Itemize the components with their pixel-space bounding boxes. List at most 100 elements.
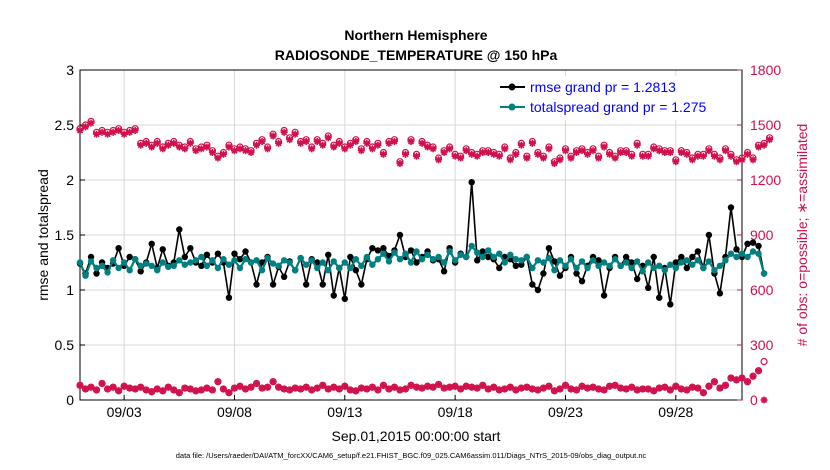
- totalspread-point: [479, 253, 486, 261]
- left-axis-ticks: 0 0.5 1 1.5 2 2.5 3: [55, 62, 85, 408]
- asterisk-stroke: [474, 385, 481, 392]
- asterisk-stroke: [374, 386, 381, 393]
- asterisk-stroke: [540, 154, 547, 162]
- totalspread-point: [678, 259, 685, 266]
- assimilated-point: [120, 130, 128, 138]
- assimilated-point: [473, 152, 481, 160]
- totalspread-point: [314, 264, 321, 272]
- assimilated_low-point: [126, 384, 134, 392]
- asterisk-stroke: [121, 131, 128, 138]
- legend-spread-marker: [508, 103, 516, 111]
- assimilated-point: [258, 138, 266, 145]
- asterisk-stroke: [87, 120, 95, 127]
- rmse-point: [529, 281, 536, 288]
- assimilated_low-point: [407, 381, 415, 389]
- asterisk-stroke: [154, 140, 161, 147]
- assimilated_low-point: [181, 384, 189, 392]
- assimilated-point: [484, 149, 492, 156]
- asterisk-stroke: [104, 131, 111, 138]
- assimilated-point: [534, 150, 542, 158]
- assimilated-point: [716, 156, 724, 164]
- assimilated-point: [308, 145, 316, 153]
- asterisk-stroke: [341, 383, 348, 390]
- totalspread-point: [435, 253, 442, 261]
- asterisk-stroke: [722, 382, 729, 389]
- rmse-point: [694, 248, 702, 255]
- assimilated_low-point: [390, 383, 398, 391]
- totalspread-point: [126, 267, 133, 274]
- assimilated_low-point: [534, 386, 542, 394]
- asterisk-stroke: [187, 385, 194, 393]
- rmse-point: [479, 248, 486, 255]
- assimilated_low-point: [639, 385, 647, 393]
- asterisk-stroke: [623, 149, 630, 156]
- assimilated_low-point: [479, 381, 487, 389]
- totalspread-point: [606, 262, 613, 269]
- asterisk-stroke: [418, 385, 426, 392]
- asterisk-stroke: [617, 385, 624, 392]
- assimilated-point: [82, 123, 90, 131]
- assimilated-point: [98, 128, 106, 136]
- asterisk-stroke: [716, 156, 723, 163]
- assimilated_low-point: [595, 385, 603, 393]
- totalspread-point: [667, 261, 674, 268]
- asterisk-stroke: [148, 388, 155, 395]
- right-tick-label: 600: [750, 282, 774, 298]
- assimilated-point: [683, 150, 691, 158]
- asterisk-stroke: [347, 142, 354, 149]
- assimilated_low-point: [175, 389, 183, 397]
- assimilated-point: [396, 160, 404, 167]
- assimilated_low-point: [253, 380, 261, 387]
- totalspread-point: [490, 253, 497, 261]
- assimilated_low-point: [622, 385, 630, 393]
- asterisk-stroke: [253, 142, 260, 149]
- asterisk-stroke: [468, 151, 475, 158]
- assimilated_low-point: [744, 378, 752, 386]
- asterisk-stroke: [457, 154, 464, 162]
- totalspread-point: [385, 258, 393, 265]
- totalspread-point: [358, 262, 365, 269]
- asterisk-stroke: [126, 129, 133, 136]
- totalspread-point: [286, 259, 293, 266]
- totalspread-point: [474, 249, 481, 256]
- asterisk-stroke: [700, 153, 707, 160]
- asterisk-stroke: [192, 387, 199, 394]
- rmse-point: [749, 239, 757, 246]
- possible_low-point: [760, 357, 768, 366]
- assimilated_low-point: [484, 385, 492, 393]
- asterisk-stroke: [733, 158, 740, 165]
- assimilated_low-point: [561, 381, 569, 389]
- asterisk-stroke: [551, 387, 558, 394]
- assimilated_low-point: [440, 384, 448, 392]
- rmse-point: [236, 256, 244, 263]
- asterisk-stroke: [385, 385, 392, 393]
- asterisk-stroke: [441, 149, 448, 156]
- rmse-point: [733, 246, 740, 253]
- assimilated-point: [208, 149, 216, 156]
- asterisk-stroke: [683, 151, 690, 158]
- assimilated_low-point: [313, 384, 321, 392]
- asterisk-stroke: [639, 153, 646, 160]
- assimilated_low-point: [302, 383, 310, 391]
- assimilated_low-point: [683, 386, 691, 394]
- assimilated-point: [424, 143, 432, 151]
- rmse-point: [374, 247, 382, 254]
- assimilated-point: [137, 141, 145, 149]
- assimilated_low-point: [517, 384, 525, 392]
- asterisk-stroke: [694, 153, 701, 160]
- asterisk-stroke: [639, 385, 646, 393]
- asterisk-stroke: [110, 384, 117, 391]
- asterisk-stroke: [523, 384, 530, 391]
- rmse-point: [578, 278, 586, 285]
- assimilated-point: [760, 141, 768, 149]
- asterisk-stroke: [247, 149, 255, 156]
- assimilated-point: [688, 156, 696, 164]
- asterisk-stroke: [104, 385, 111, 393]
- asterisk-stroke: [192, 147, 199, 154]
- rmse-point: [115, 245, 122, 252]
- rmse-point: [683, 264, 691, 272]
- asterisk-stroke: [562, 382, 569, 389]
- rmse-point: [407, 247, 415, 254]
- assimilated_low-point: [578, 382, 586, 390]
- asterisk-stroke: [270, 132, 277, 140]
